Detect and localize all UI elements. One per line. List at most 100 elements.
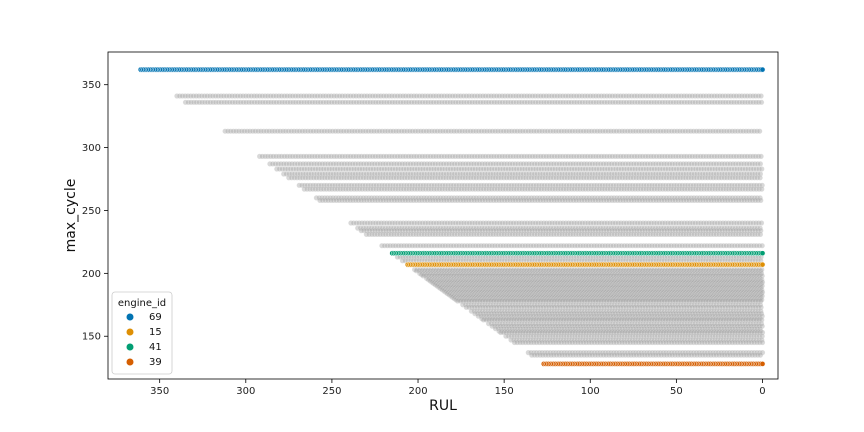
scatter-point-background (391, 93, 398, 99)
scatter-point-background (708, 93, 715, 99)
scatter-point-background (595, 93, 602, 99)
scatter-point-background (335, 128, 341, 134)
scatter-point-background (372, 99, 379, 106)
scatter-point-background (174, 93, 180, 99)
scatter-point-background (674, 128, 680, 134)
scatter-point-background (307, 128, 314, 134)
scatter-point-background (246, 99, 252, 106)
scatter-point-background (278, 93, 285, 99)
scatter-point-background (405, 93, 412, 99)
scatter-point-background (204, 93, 210, 99)
scatter-point-background (306, 99, 313, 106)
scatter-point-background (755, 93, 762, 99)
scatter-point-background (593, 99, 599, 106)
scatter-point-background (238, 128, 245, 134)
scatter-point-background (395, 128, 402, 134)
scatter-point-background (711, 93, 718, 99)
scatter-point-background (668, 128, 675, 134)
scatter-point-background (336, 99, 343, 106)
scatter-point-background (233, 128, 239, 134)
scatter-point-background (196, 93, 202, 99)
scatter-point-background (757, 231, 764, 238)
scatter-point-background (430, 99, 437, 106)
scatter-point-background (489, 128, 496, 134)
scatter-point-background (187, 93, 194, 99)
scatter-point-background (260, 128, 267, 134)
scatter-point-background (369, 93, 376, 99)
scatter-point-background (249, 128, 256, 134)
scatter-point-background (692, 93, 698, 99)
scatter-point-background (190, 93, 197, 99)
scatter-point-background (265, 99, 272, 106)
scatter-point-background (742, 99, 748, 106)
scatter-point-background (630, 128, 636, 134)
scatter-point-background (554, 93, 561, 99)
scatter-point-background (750, 93, 756, 99)
scatter-point-background (247, 128, 253, 134)
scatter-point-background (199, 99, 205, 106)
scatter-point-background (553, 128, 559, 134)
scatter-point-background (215, 99, 222, 106)
scatter-point-background (466, 93, 472, 99)
scatter-point-background (423, 128, 430, 134)
scatter-point-background (411, 99, 418, 106)
scatter-point-background (703, 99, 710, 106)
scatter-point-background (255, 128, 262, 134)
scatter-point-background (422, 93, 428, 99)
scatter-point-background (526, 93, 533, 99)
scatter-point-background (288, 128, 295, 134)
scatter-point-background (481, 128, 488, 134)
scatter-point-background (218, 99, 225, 106)
scatter-point-background (628, 93, 635, 99)
scatter-point-background (188, 99, 194, 106)
scatter-point-background (185, 99, 192, 106)
scatter-point-background (431, 128, 438, 134)
scatter-point-background (336, 93, 343, 99)
scatter-point-background (587, 99, 594, 106)
scatter-point-background (646, 128, 653, 134)
scatter-point-background (309, 99, 316, 106)
scatter-point-background (292, 99, 299, 106)
scatter-point-background (320, 93, 326, 99)
scatter-point-background (243, 99, 249, 106)
scatter-point-background (325, 93, 332, 99)
scatter-point-background (590, 99, 597, 106)
scatter-point-background (430, 93, 437, 99)
scatter-point-background (332, 128, 339, 134)
scatter-point-background (196, 99, 203, 106)
scatter-point-background (226, 93, 233, 99)
scatter-point-background (604, 93, 610, 99)
scatter-point-background (570, 93, 577, 99)
scatter-point-background (562, 93, 569, 99)
scatter-point-background (293, 128, 300, 134)
scatter-point-background (381, 99, 387, 106)
scatter-point-background (635, 128, 642, 134)
scatter-point-background (237, 93, 244, 99)
scatter-point-background (516, 99, 522, 106)
scatter-point-background (758, 93, 764, 99)
scatter-point-background (176, 93, 183, 99)
scatter-point-background (500, 128, 507, 134)
scatter-point-background (371, 128, 377, 134)
scatter-point-background (518, 99, 525, 106)
scatter-point-background (452, 99, 459, 106)
scatter-point-background (555, 128, 562, 134)
scatter-point-background (392, 99, 398, 106)
scatter-point-background (497, 128, 504, 134)
scatter-point-background (537, 93, 544, 99)
scatter-point-background (342, 99, 349, 106)
scatter-point-background (331, 93, 337, 99)
scatter-point-background (230, 128, 237, 134)
scatter-point-background (546, 93, 552, 99)
scatter-point-background (356, 99, 362, 106)
scatter-point-background (449, 93, 456, 99)
scatter-point-background (405, 99, 412, 106)
scatter-point-background (598, 93, 605, 99)
scatter-point-background (694, 93, 701, 99)
scatter-point-background (403, 99, 409, 106)
scatter-point-background (582, 93, 588, 99)
scatter-point-background (383, 93, 390, 99)
scatter-point-background (342, 93, 348, 99)
scatter-point-background (281, 93, 288, 99)
scatter-point-background (382, 128, 388, 134)
